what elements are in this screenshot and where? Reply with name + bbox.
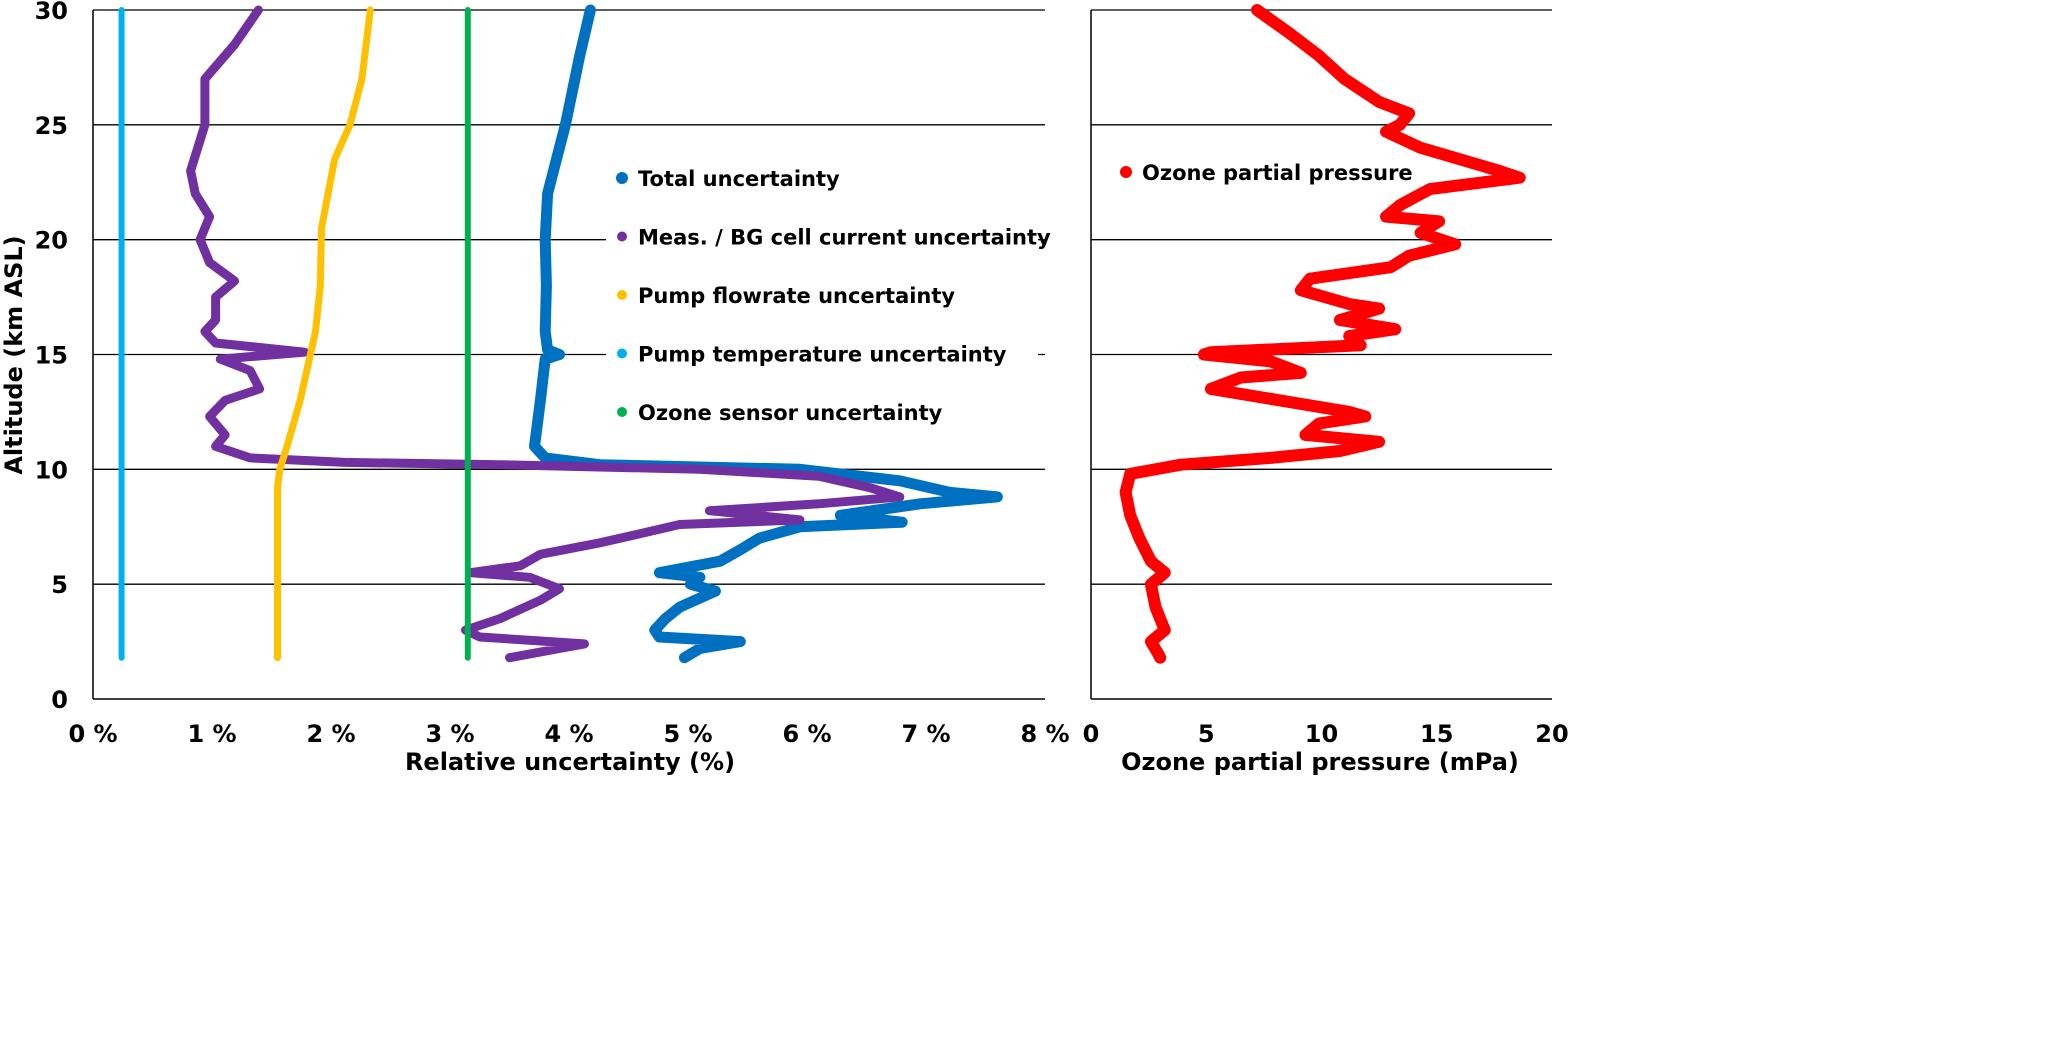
x-tick-label: 1 % (187, 720, 236, 748)
x-tick-label: 5 % (663, 720, 712, 748)
series-ozone-partial-pressure (1119, 4, 1526, 664)
x-tick-label: 2 % (306, 720, 355, 748)
x-tick-label: 10 (1305, 720, 1338, 748)
legend-label: Ozone sensor uncertainty (638, 401, 943, 425)
right-plot-series (1119, 4, 1526, 664)
legend-marker (617, 348, 627, 359)
x-tick-label: 0 % (68, 720, 117, 748)
y-tick-label: 30 (35, 0, 68, 25)
y-tick-label: 20 (35, 227, 68, 255)
x-tick-label: 8 % (1020, 720, 1069, 748)
legend-marker (617, 290, 627, 300)
y-tick-label: 25 (35, 112, 68, 140)
x-tick-label: 0 (1083, 720, 1100, 748)
left-plot-series (118, 4, 1003, 664)
right-gridlines (1091, 9, 1552, 585)
x-tick-label: 4 % (544, 720, 593, 748)
left-legend: Total uncertainty Meas. / BG cell current… (616, 167, 1051, 425)
right-x-axis-title: Ozone partial pressure (mPa) (1121, 748, 1519, 776)
legend-marker (617, 407, 627, 417)
left-x-axis-title: Relative uncertainty (%) (405, 748, 735, 776)
series-meas-bg-cell-current-uncertainty (186, 5, 905, 663)
series-total-uncertainty (529, 4, 1003, 664)
legend-label: Ozone partial pressure (1142, 161, 1413, 185)
legend-marker (1120, 166, 1132, 178)
series-pump-flowrate-uncertainty (274, 6, 374, 662)
legend-marker (616, 172, 628, 184)
left-legend-background (606, 150, 1038, 440)
right-legend: Ozone partial pressure (1120, 161, 1413, 185)
x-tick-label: 20 (1535, 720, 1568, 748)
axes: 0 % 1 % 2 % 3 % 4 % 5 % 6 % 7 % 8 % 0 5 10 15 20 25 30 0… (35, 0, 1569, 748)
x-tick-label: 5 (1198, 720, 1215, 748)
x-tick-label: 3 % (425, 720, 474, 748)
y-tick-label: 15 (35, 342, 68, 370)
legend-marker (617, 231, 627, 242)
x-tick-label: 15 (1420, 720, 1453, 748)
x-tick-label: 6 % (782, 720, 831, 748)
legend-label: Total uncertainty (638, 167, 840, 191)
x-tick-label: 7 % (901, 720, 950, 748)
y-tick-label: 5 (51, 571, 68, 599)
legend-label: Pump temperature uncertainty (638, 343, 1007, 367)
y-tick-label: 10 (35, 456, 68, 484)
y-tick-label: 0 (51, 686, 68, 714)
legend-label: Meas. / BG cell current uncertainty (638, 226, 1051, 250)
y-axis-title: Altitude (km ASL) (0, 235, 28, 474)
legend-label: Pump flowrate uncertainty (638, 284, 955, 308)
